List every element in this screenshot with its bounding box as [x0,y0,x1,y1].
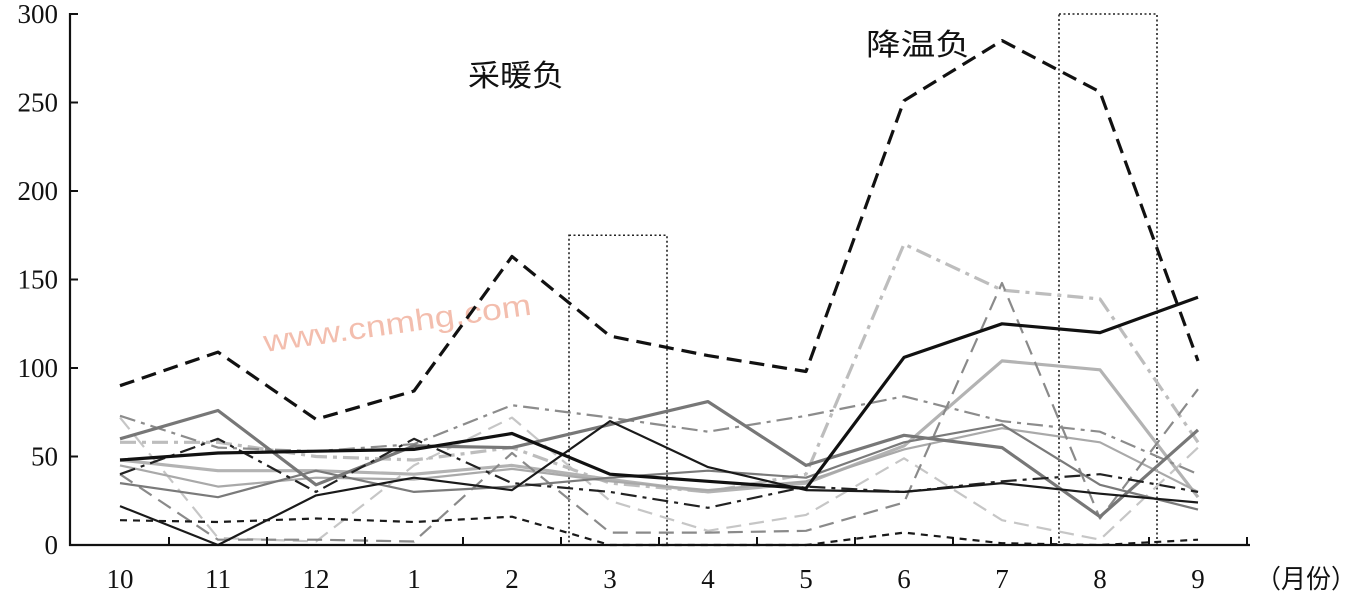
series-line-10 [119,420,1199,547]
x-tick-label-9: 9 [1191,564,1205,594]
x-axis-label: （月份） [1256,565,1356,594]
x-tick-label-8: 8 [1093,564,1107,594]
x-tick-label-6: 6 [897,564,911,594]
y-tick-label-0: 0 [45,530,59,560]
x-tick-label-1: 1 [407,564,421,594]
series-line-1 [119,416,1199,543]
y-tick-label-300: 300 [18,0,59,29]
series-line-7 [119,423,1199,511]
y-tick-label-150: 150 [18,265,59,295]
series-line-6 [119,395,1199,476]
x-tick-label-7: 7 [995,564,1009,594]
highlight-box-month-3 [568,234,668,546]
y-tick-label-50: 50 [31,442,58,472]
series-line-12 [119,295,1199,490]
x-tick-label-11: 11 [205,564,231,594]
series-line-8 [119,400,1200,519]
x-tick-label-12: 12 [303,564,330,594]
series-lines [119,38,1200,547]
annotation-cooling: 降温负 [866,28,970,63]
series-line-13 [119,38,1200,421]
y-tick-label-200: 200 [18,176,59,206]
annotation-heating: 采暖负 [468,59,564,94]
x-tick-label-4: 4 [701,564,715,594]
x-tick-label-3: 3 [603,564,617,594]
x-tick-label-10: 10 [107,564,134,594]
series-line-4 [119,427,1199,493]
x-tick-label-2: 2 [505,564,519,594]
y-tick-label-100: 100 [18,353,59,383]
watermark-text: www.cnmhg.com [260,289,533,359]
series-line-11 [119,515,1199,547]
series-line-9 [119,437,1199,509]
series-line-5 [119,281,1199,543]
y-tick-label-250: 250 [18,88,59,118]
x-tick-label-5: 5 [799,564,813,594]
series-line-2 [120,242,1200,494]
highlight-box-month-8 [1058,13,1158,546]
highlight-boxes [568,13,1158,546]
